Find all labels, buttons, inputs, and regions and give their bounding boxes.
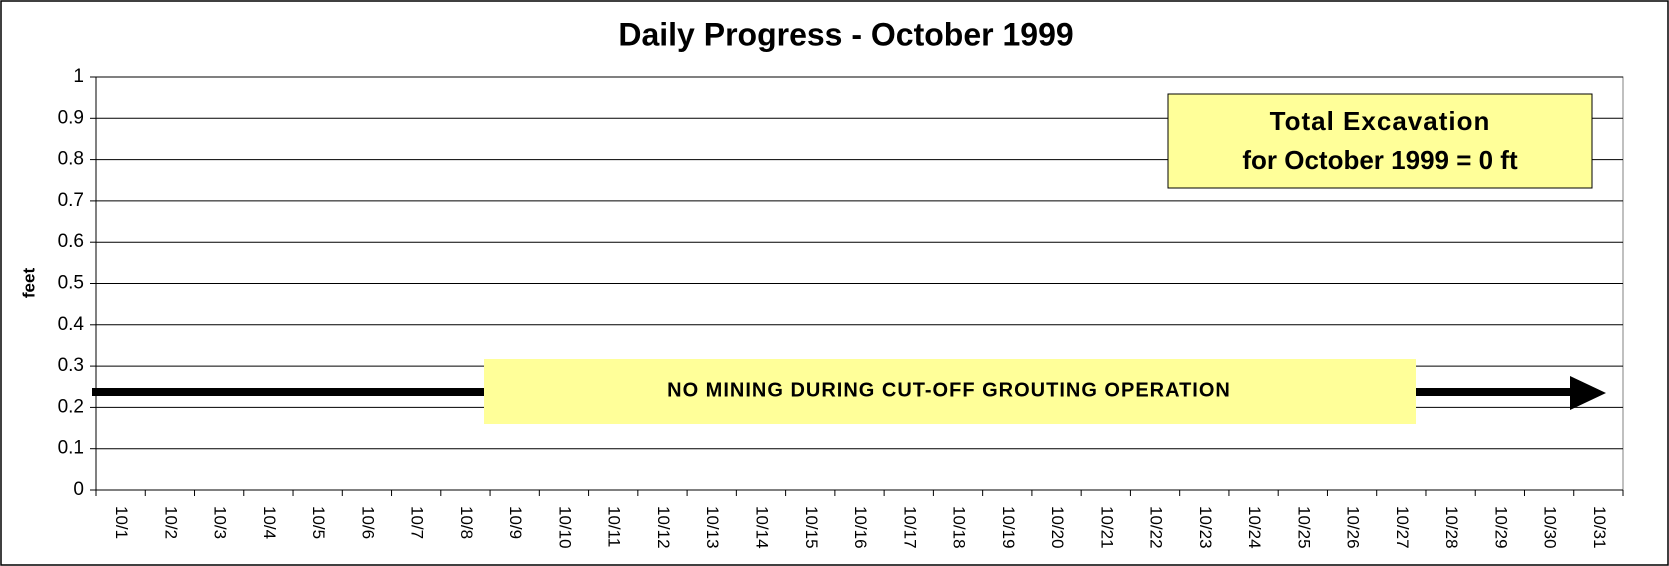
y-tick-label: 1	[73, 66, 84, 87]
x-tick-label: 10/5	[309, 506, 328, 539]
x-tick-label: 10/12	[654, 506, 673, 549]
x-tick-label: 10/20	[1048, 506, 1067, 549]
y-tick-label: 0.9	[58, 107, 84, 128]
x-tick-label: 10/1	[112, 506, 131, 539]
x-tick-label: 10/31	[1590, 506, 1609, 549]
y-tick-label: 0.4	[58, 314, 85, 335]
x-tick-label: 10/26	[1344, 506, 1363, 549]
x-tick-label: 10/11	[605, 506, 624, 547]
y-axis-label: feet	[19, 268, 38, 299]
x-tick-label: 10/21	[1097, 506, 1116, 549]
y-tick-label: 0.7	[58, 190, 84, 211]
x-tick-label: 10/23	[1196, 506, 1215, 549]
x-tick-label: 10/25	[1294, 506, 1313, 549]
x-tick-label: 10/22	[1147, 506, 1166, 549]
note-box	[484, 359, 1416, 424]
x-tick-label: 10/30	[1541, 506, 1560, 549]
total-box	[1167, 93, 1593, 189]
y-tick-label: 0.1	[58, 438, 84, 459]
x-tick-label: 10/9	[506, 506, 525, 539]
x-tick-label: 10/15	[802, 506, 821, 549]
x-tick-label: 10/28	[1442, 506, 1461, 549]
x-tick-label: 10/3	[211, 506, 230, 539]
total-text: for October 1999 = 0 ft	[1242, 145, 1518, 175]
chart-title: Daily Progress - October 1999	[618, 16, 1073, 52]
x-tick-label: 10/27	[1393, 506, 1412, 549]
y-tick-label: 0.8	[58, 149, 84, 170]
x-tick-label: 10/18	[950, 506, 969, 549]
y-tick-label: 0.6	[58, 231, 84, 252]
x-tick-label: 10/16	[851, 506, 870, 549]
note-text: NO MINING DURING CUT-OFF GROUTING OPERAT…	[667, 379, 1231, 401]
x-tick-label: 10/10	[555, 506, 574, 549]
x-tick-label: 10/29	[1491, 506, 1510, 549]
y-tick-label: 0.3	[58, 355, 84, 376]
y-tick-label: 0.5	[58, 273, 84, 294]
x-tick-label: 10/6	[358, 506, 377, 539]
x-tick-label: 10/24	[1245, 506, 1264, 549]
total-text: Total Excavation	[1270, 106, 1491, 136]
arrow-head	[1570, 376, 1606, 410]
x-tick-label: 10/13	[703, 506, 722, 549]
x-tick-label: 10/19	[999, 506, 1018, 549]
x-tick-label: 10/2	[161, 506, 180, 539]
y-tick-label: 0.2	[58, 396, 84, 417]
x-tick-label: 10/17	[900, 506, 919, 549]
x-tick-label: 10/8	[457, 506, 476, 539]
x-tick-label: 10/14	[752, 506, 771, 549]
y-tick-label: 0	[73, 479, 84, 500]
x-tick-label: 10/7	[408, 506, 427, 539]
x-tick-label: 10/4	[260, 506, 279, 539]
